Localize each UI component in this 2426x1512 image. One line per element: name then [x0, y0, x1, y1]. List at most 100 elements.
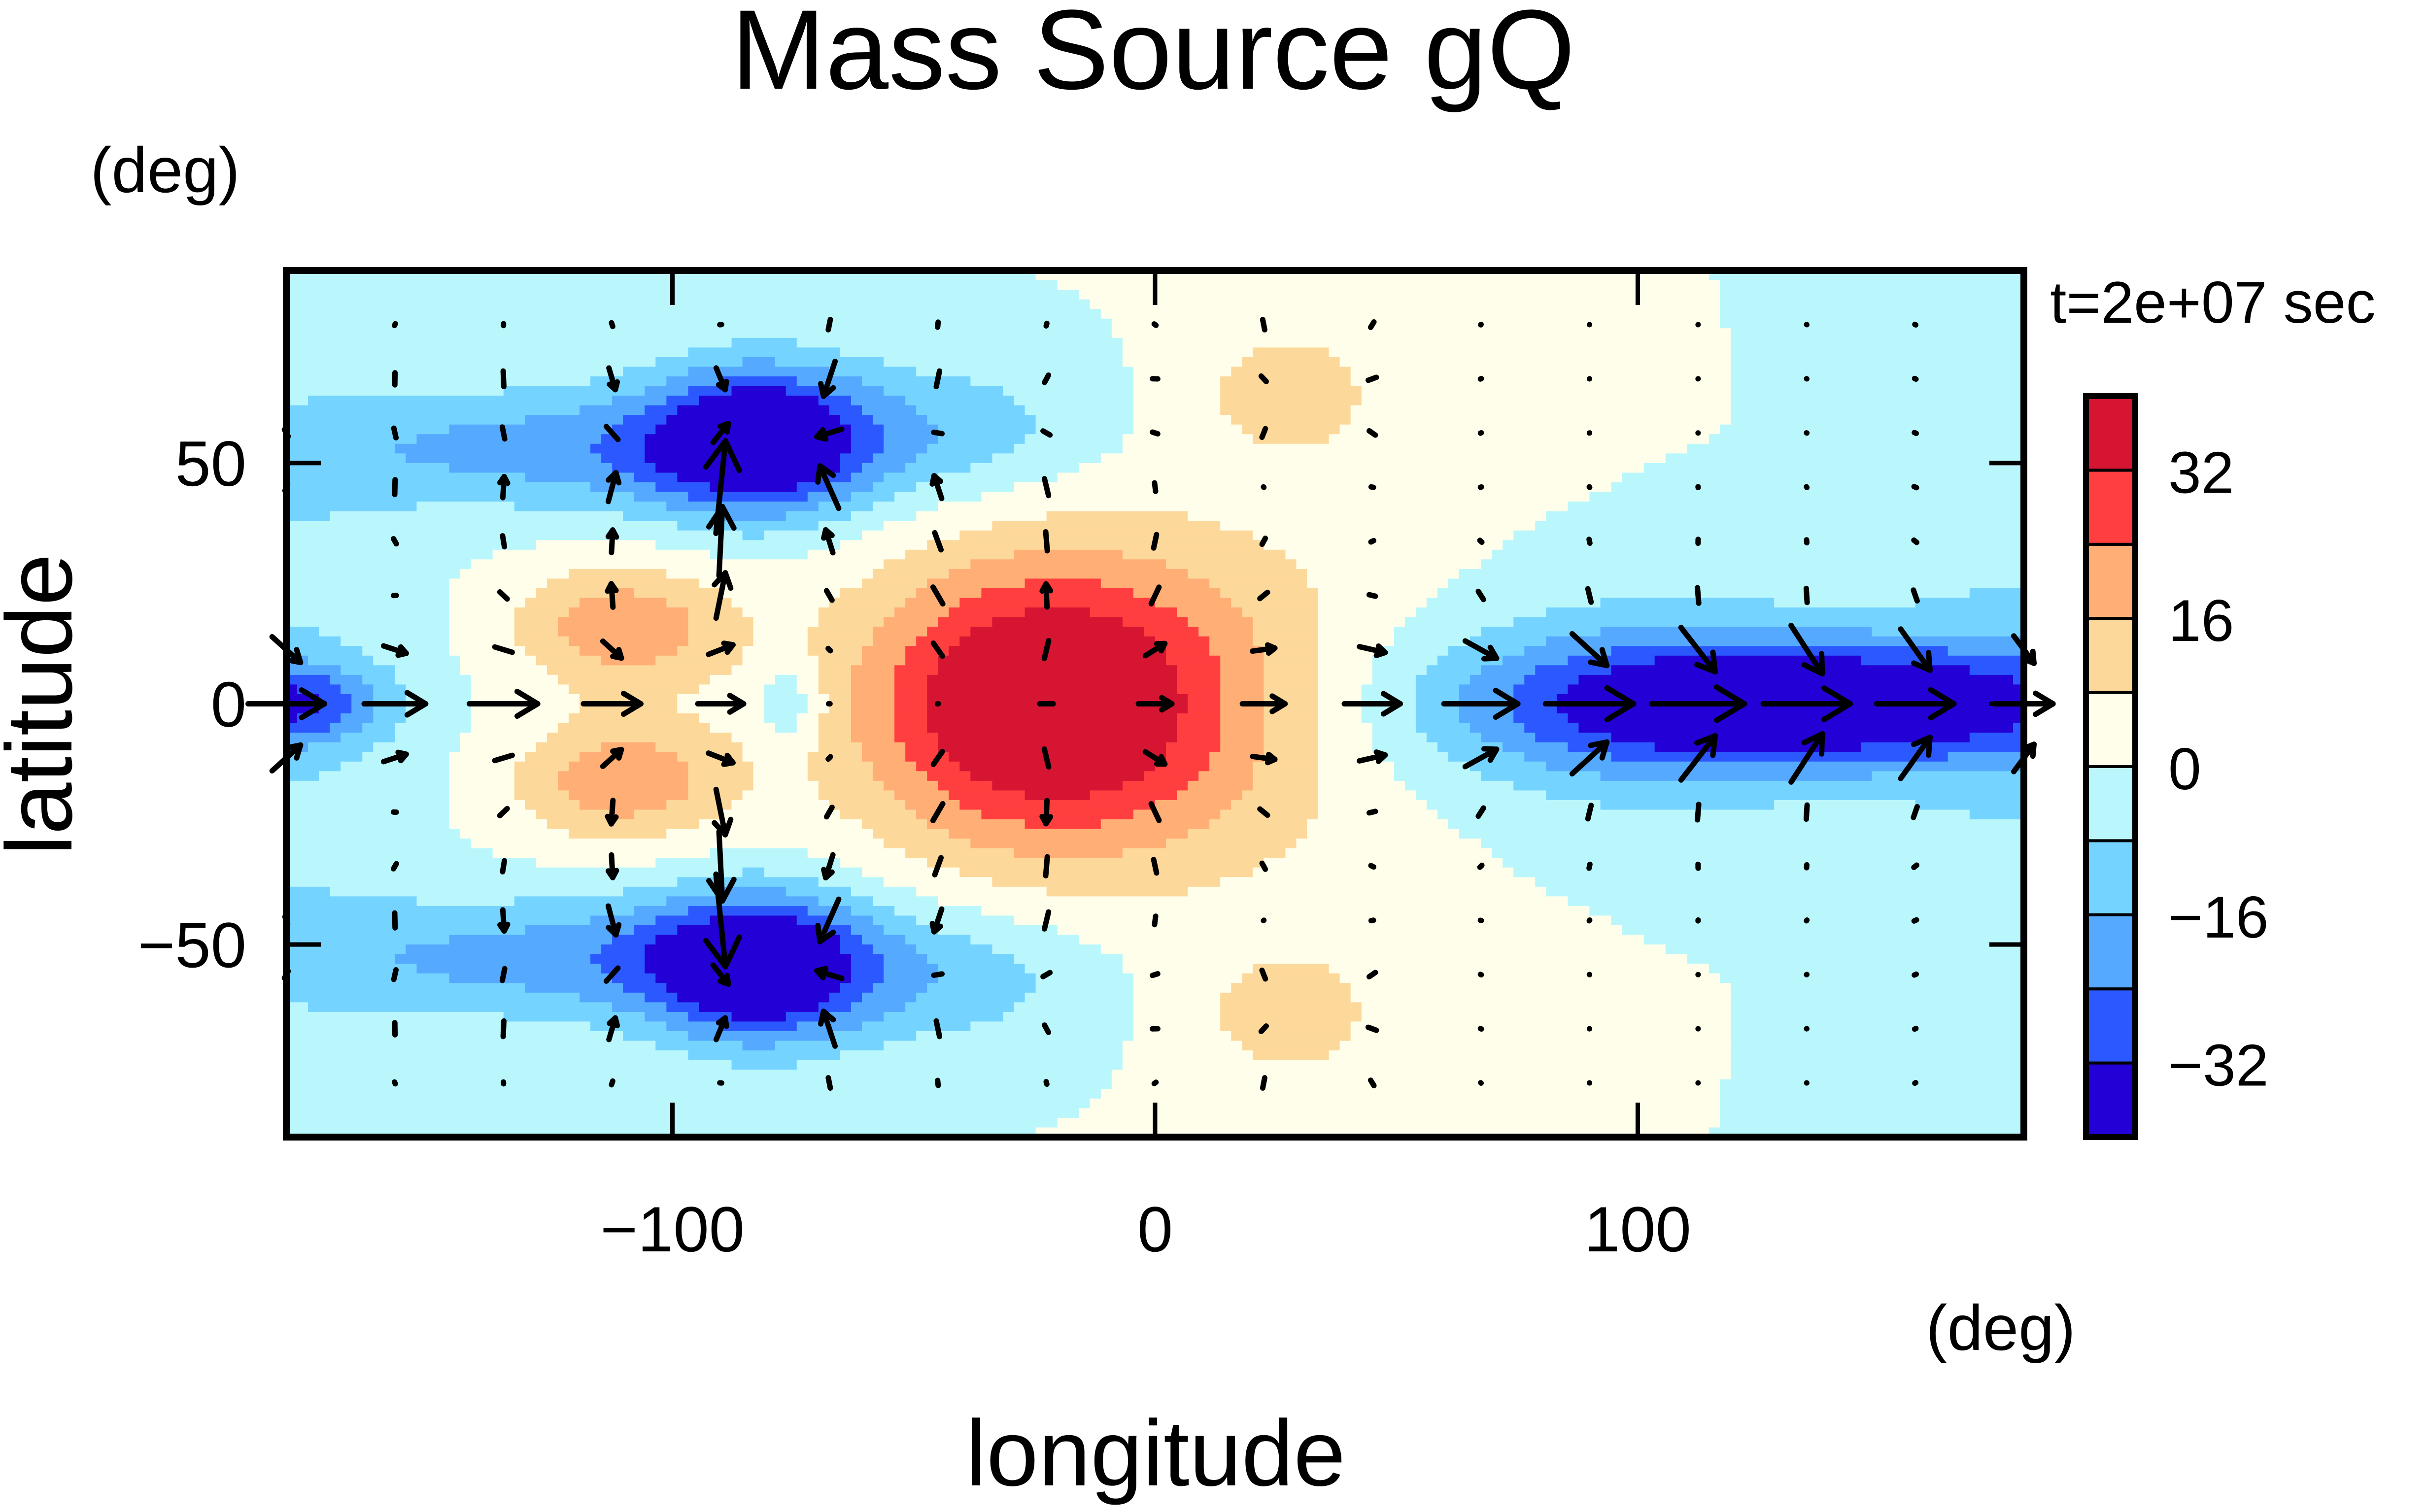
- contour-cell: [1350, 415, 1731, 425]
- contour-cell: [1329, 964, 1709, 974]
- contour-cell: [873, 983, 928, 993]
- wind-arrow: [1257, 806, 1270, 818]
- contour-cell: [1546, 790, 2024, 801]
- contour-cell: [884, 443, 928, 454]
- contour-cell: [710, 915, 797, 926]
- contour-cell: [884, 925, 939, 936]
- contour-cell: [1220, 877, 1536, 887]
- contour-cell: [742, 867, 765, 878]
- contour-cell: [1437, 809, 1970, 820]
- contour-cell: [286, 1089, 1101, 1099]
- contour-cell: [1264, 733, 1319, 743]
- contour-cell: [286, 1031, 623, 1042]
- contour-cell: [1111, 328, 1731, 338]
- contour-cell: [1719, 290, 2024, 300]
- wind-arrow: [1042, 1022, 1052, 1036]
- contour-cell: [645, 386, 689, 396]
- contour-cell: [970, 839, 1166, 849]
- contour-cell: [1220, 386, 1362, 396]
- contour-cell: [1578, 723, 2014, 733]
- contour-cell: [1057, 1117, 1720, 1128]
- contour-cell: [286, 405, 580, 415]
- contour-cell: [1719, 1089, 2024, 1099]
- contour-cell: [710, 848, 808, 859]
- contour-cell: [536, 655, 602, 666]
- colorbar-swatch: [2084, 1061, 2137, 1139]
- chart-title: Mass Source gQ: [731, 0, 1575, 113]
- contour-cell: [807, 627, 873, 637]
- contour-cell: [1188, 829, 1308, 839]
- wind-arrow: [499, 424, 508, 442]
- contour-cell: [916, 367, 1134, 377]
- wind-arrow: [1260, 317, 1267, 333]
- contour-cell: [699, 819, 862, 830]
- contour-cell: [861, 376, 971, 387]
- contour-cell: [1730, 1050, 2024, 1061]
- contour-cell: [1220, 992, 1351, 1003]
- contour-cell: [460, 733, 547, 743]
- wind-arrow: [1368, 538, 1377, 545]
- contour-cell: [818, 723, 852, 733]
- contour-cell: [666, 983, 841, 993]
- contour-cell: [1198, 771, 1254, 781]
- wind-arrow: [1911, 587, 1920, 604]
- contour-cell: [731, 1011, 786, 1022]
- contour-cell: [460, 665, 547, 675]
- contour-cell: [1133, 424, 1243, 435]
- contour-cell: [1318, 627, 1395, 637]
- contour-cell: [916, 761, 960, 772]
- wind-arrow: [929, 473, 945, 502]
- wind-arrow: [1365, 374, 1379, 383]
- contour-cell: [873, 896, 939, 907]
- wind-arrow: [361, 690, 429, 718]
- contour-cell: [884, 877, 993, 887]
- contour-cell: [1122, 357, 1243, 368]
- colorbar-tick-label: −32: [2168, 1033, 2269, 1099]
- contour-cell: [1459, 684, 1514, 695]
- contour-cell: [449, 809, 537, 820]
- wind-arrow: [1585, 803, 1594, 822]
- contour-cell: [894, 906, 982, 916]
- contour-cell: [1915, 598, 2024, 608]
- contour-cell: [395, 723, 472, 733]
- wind-arrow: [1542, 685, 1637, 723]
- contour-cell: [840, 935, 862, 945]
- contour-cell: [1014, 848, 1123, 859]
- wind-arrow: [710, 421, 731, 445]
- contour-cell: [666, 896, 819, 907]
- contour-cell: [286, 569, 461, 579]
- contour-cell: [514, 607, 569, 618]
- contour-cell: [1133, 367, 1232, 377]
- contour-cell: [514, 780, 558, 791]
- contour-cell: [916, 944, 993, 955]
- wind-arrow: [930, 748, 945, 768]
- contour-cell: [514, 790, 569, 801]
- contour-cell: [1079, 290, 1720, 300]
- contour-cell: [330, 674, 363, 685]
- contour-cell: [460, 829, 569, 839]
- contour-cell: [677, 925, 819, 936]
- contour-cell: [590, 954, 646, 964]
- contour-cell: [666, 376, 721, 387]
- contour-cell: [1100, 819, 1210, 830]
- contour-cell: [1188, 569, 1308, 579]
- contour-cell: [395, 674, 472, 685]
- contour-cell: [1014, 482, 1612, 493]
- wind-arrow: [581, 691, 644, 717]
- contour-cell: [1220, 376, 1351, 387]
- contour-cell: [710, 723, 776, 733]
- contour-cell: [970, 559, 1166, 570]
- wind-arrow: [1695, 802, 1702, 823]
- contour-cell: [286, 809, 450, 820]
- contour-cell: [1111, 1079, 1720, 1090]
- contour-cell: [1100, 453, 1666, 464]
- contour-cell: [1719, 1117, 2024, 1128]
- contour-cell: [395, 665, 461, 675]
- contour-cell: [851, 964, 884, 974]
- contour-cell: [916, 453, 993, 464]
- contour-cell: [1122, 954, 1688, 964]
- contour-cell: [873, 627, 928, 637]
- contour-cell: [753, 771, 808, 781]
- contour-cell: [818, 713, 852, 724]
- contour-cell: [699, 713, 765, 724]
